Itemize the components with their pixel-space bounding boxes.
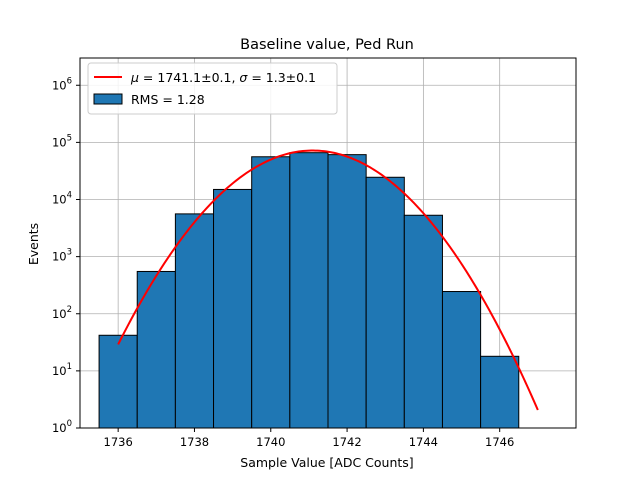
y-tick-exponent: 4 — [67, 191, 72, 201]
y-tick-base: 10 — [52, 250, 67, 264]
legend-fit-sigma: σ — [239, 70, 248, 85]
y-tick-label: 102 — [52, 305, 72, 321]
y-tick-base: 10 — [52, 193, 67, 207]
plot-frame — [79, 57, 577, 429]
legend-fit-mu: μ — [130, 70, 139, 85]
histogram-bars — [98, 152, 520, 429]
x-tick-label: 1740 — [256, 435, 285, 449]
y-tick-base: 10 — [52, 421, 67, 435]
y-tick-label: 103 — [52, 248, 72, 264]
x-tick-label: 1736 — [104, 435, 133, 449]
y-tick-exponent: 2 — [67, 305, 72, 315]
legend-histogram-swatch — [93, 93, 123, 105]
y-tick-base: 10 — [52, 307, 67, 321]
y-tick-label: 104 — [52, 191, 72, 207]
histogram-bar-5 — [289, 152, 329, 429]
y-tick-exponent: 6 — [67, 76, 72, 86]
y-tick-base: 10 — [52, 135, 67, 149]
histogram-bar-6 — [327, 154, 367, 429]
histogram-bar-9 — [441, 291, 482, 429]
y-tick-label: 100 — [52, 419, 72, 435]
y-tick-base: 10 — [52, 364, 67, 378]
gaussian-fit-curve — [117, 149, 539, 411]
y-tick-exponent: 1 — [67, 362, 72, 372]
y-tick-label: 105 — [52, 133, 72, 149]
x-tick-label: 1746 — [485, 435, 514, 449]
histogram-bar-0 — [98, 334, 138, 429]
chart-title: Baseline value, Ped Run — [240, 37, 414, 53]
y-axis-label: Events — [26, 223, 41, 265]
histogram-bar-7 — [365, 176, 405, 429]
y-tick-exponent: 0 — [67, 419, 72, 429]
y-tick-label: 106 — [52, 76, 72, 92]
legend-fit-mid: = 1741.1±0.1, — [139, 70, 239, 85]
x-tick-label: 1744 — [409, 435, 438, 449]
y-tick-label: 101 — [52, 362, 72, 378]
legend: μ = 1741.1±0.1, σ = 1.3±0.1 RMS = 1.28 — [87, 62, 338, 115]
legend-fit-label: μ = 1741.1±0.1, σ = 1.3±0.1 — [130, 70, 316, 85]
y-tick-exponent: 5 — [67, 133, 72, 143]
y-tick-exponent: 3 — [67, 248, 72, 258]
legend-histogram-label: RMS = 1.28 — [131, 92, 205, 107]
legend-box — [87, 62, 338, 115]
histogram-bar-2 — [174, 213, 215, 429]
x-tick-label: 1742 — [332, 435, 361, 449]
histogram-bar-1 — [136, 270, 176, 429]
x-axis-label: Sample Value [ADC Counts] — [240, 455, 413, 470]
y-tick-base: 10 — [52, 78, 67, 92]
histogram-bar-8 — [403, 214, 443, 429]
legend-fit-suffix: = 1.3±0.1 — [247, 70, 316, 85]
histogram-bar-10 — [480, 355, 520, 429]
histogram-bar-3 — [213, 188, 253, 429]
histogram-bar-4 — [251, 156, 291, 429]
x-tick-label: 1738 — [180, 435, 209, 449]
x-axis-ticks: 1736 1738 1740 1742 1744 1746 — [104, 428, 514, 449]
